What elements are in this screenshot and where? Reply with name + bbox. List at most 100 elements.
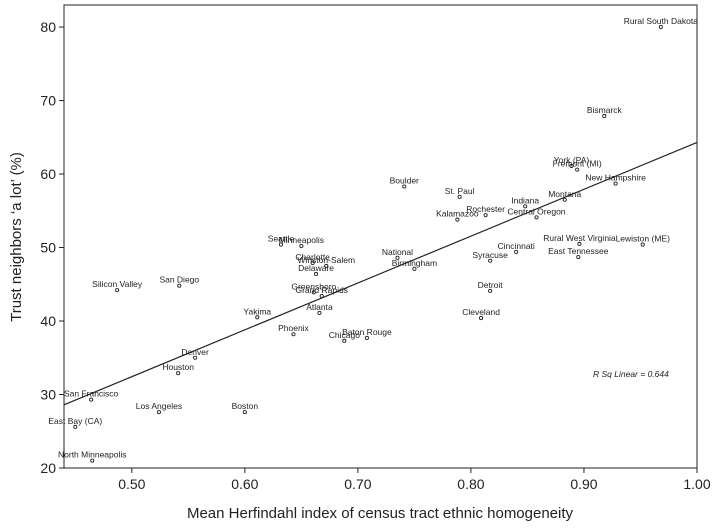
data-point [242, 410, 247, 415]
data-point-label: Rural West Virginia [543, 233, 616, 243]
x-tick-label: 0.90 [570, 476, 597, 492]
data-point [319, 293, 324, 299]
data-points: Rural South Dakota Bismarck York (PA)Fremo… [48, 16, 698, 463]
y-tick-label: 20 [40, 460, 56, 476]
data-point [177, 283, 182, 288]
data-point [534, 215, 539, 220]
x-axis-ticks: 0.50 0.60 0.70 0.80 0.90 1.00 [118, 468, 711, 492]
data-point [278, 242, 284, 247]
data-point-label: Greensboro [291, 281, 336, 291]
data-point [324, 263, 329, 268]
data-point-label: East Bay (CA) [48, 416, 102, 426]
data-point-label: Boston [232, 401, 259, 411]
data-point [569, 163, 574, 168]
data-point [488, 288, 493, 293]
data-point [89, 397, 94, 402]
data-point-label: Rural South Dakota [624, 16, 698, 26]
data-point-label: Houston [162, 362, 194, 372]
data-point-label: Lewiston (ME) [616, 234, 670, 244]
data-point-label: Cleveland [462, 307, 500, 317]
data-point-label: Cincinnati [497, 241, 534, 251]
data-point [311, 290, 316, 295]
data-point-label: Atlanta [306, 302, 333, 312]
data-point-label: Delaware [298, 263, 334, 273]
data-point-label: Rochester [466, 204, 505, 214]
plot-area [63, 4, 698, 469]
data-point [514, 249, 519, 254]
x-tick-label: 1.00 [683, 476, 710, 492]
data-point-label: East Tennessee [548, 246, 609, 256]
data-point-label: Seattle [268, 234, 295, 244]
data-point-label: Indiana [511, 195, 539, 205]
data-point-label: Charlotte [295, 252, 330, 262]
data-point-label: San Diego [159, 275, 199, 285]
x-tick-label: 0.50 [118, 476, 145, 492]
r-squared-annotation: R Sq Linear = 0.644 [593, 369, 669, 379]
data-point-label: Montana [548, 189, 581, 199]
data-point [342, 338, 347, 343]
y-axis-label: Trust neighbors ‘a lot’ (%) [8, 152, 25, 322]
data-point-label: Bismarck [587, 105, 623, 115]
y-tick-label: 50 [40, 240, 56, 256]
data-point-label: New Hampshire [585, 173, 646, 183]
data-point [457, 194, 462, 199]
data-point [658, 24, 663, 30]
data-point [402, 184, 407, 189]
data-point [115, 288, 120, 293]
data-point [317, 310, 322, 315]
data-point-label: Grand Rapids [295, 285, 347, 295]
data-point [412, 266, 417, 271]
data-point [299, 244, 304, 249]
data-point [455, 217, 460, 222]
data-point-label: Minneapolis [279, 235, 324, 245]
data-point-label: Denver [181, 347, 209, 357]
data-point-label: Yakima [243, 306, 271, 316]
data-point-label: Detroit [478, 280, 504, 290]
data-point [562, 197, 567, 202]
fit-line [63, 141, 698, 406]
data-point-label: Kalamazoo [436, 209, 479, 219]
data-point [90, 458, 95, 463]
data-point-label: Silicon Valley [92, 279, 143, 289]
data-point [176, 371, 181, 376]
data-point-label: York (PA) [554, 155, 590, 165]
data-point-label: Chicago [329, 330, 360, 340]
data-point [602, 113, 607, 119]
data-point-label: North Minneapolis [58, 450, 127, 460]
data-point-label: Los Angeles [136, 401, 182, 411]
x-axis-label: Mean Herfindahl index of census tract et… [187, 505, 574, 522]
data-point-label: Baton Rouge [342, 327, 392, 337]
x-tick-label: 0.80 [457, 476, 484, 492]
data-point [613, 181, 618, 186]
data-point-label: San Francisco [64, 389, 119, 399]
y-tick-label: 70 [40, 93, 56, 109]
data-point-label: St. Paul [445, 186, 475, 196]
data-point [483, 213, 488, 218]
data-point [523, 204, 528, 209]
data-point-label: Phoenix [278, 323, 309, 333]
data-point [577, 241, 582, 246]
data-point [479, 316, 484, 321]
data-point [291, 332, 296, 337]
y-tick-label: 30 [40, 387, 56, 403]
data-point [193, 355, 198, 360]
y-tick-label: 40 [40, 313, 56, 329]
y-axis-ticks: 20 30 40 50 60 70 80 [40, 19, 64, 476]
data-point [395, 255, 400, 260]
data-point [575, 167, 580, 172]
x-tick-label: 0.60 [231, 476, 258, 492]
data-point [156, 410, 161, 415]
x-tick-label: 0.70 [344, 476, 371, 492]
data-point [364, 335, 369, 340]
data-point [255, 315, 260, 320]
data-point-label: Birmingham [392, 258, 437, 268]
y-tick-label: 80 [40, 19, 56, 35]
data-point-label: National [382, 247, 413, 257]
data-point [488, 258, 493, 263]
data-point [310, 260, 315, 266]
data-point [314, 271, 319, 277]
data-point [640, 242, 645, 247]
data-point-label: Fremont (MI) [553, 159, 602, 169]
data-point-label: Boulder [390, 176, 419, 186]
